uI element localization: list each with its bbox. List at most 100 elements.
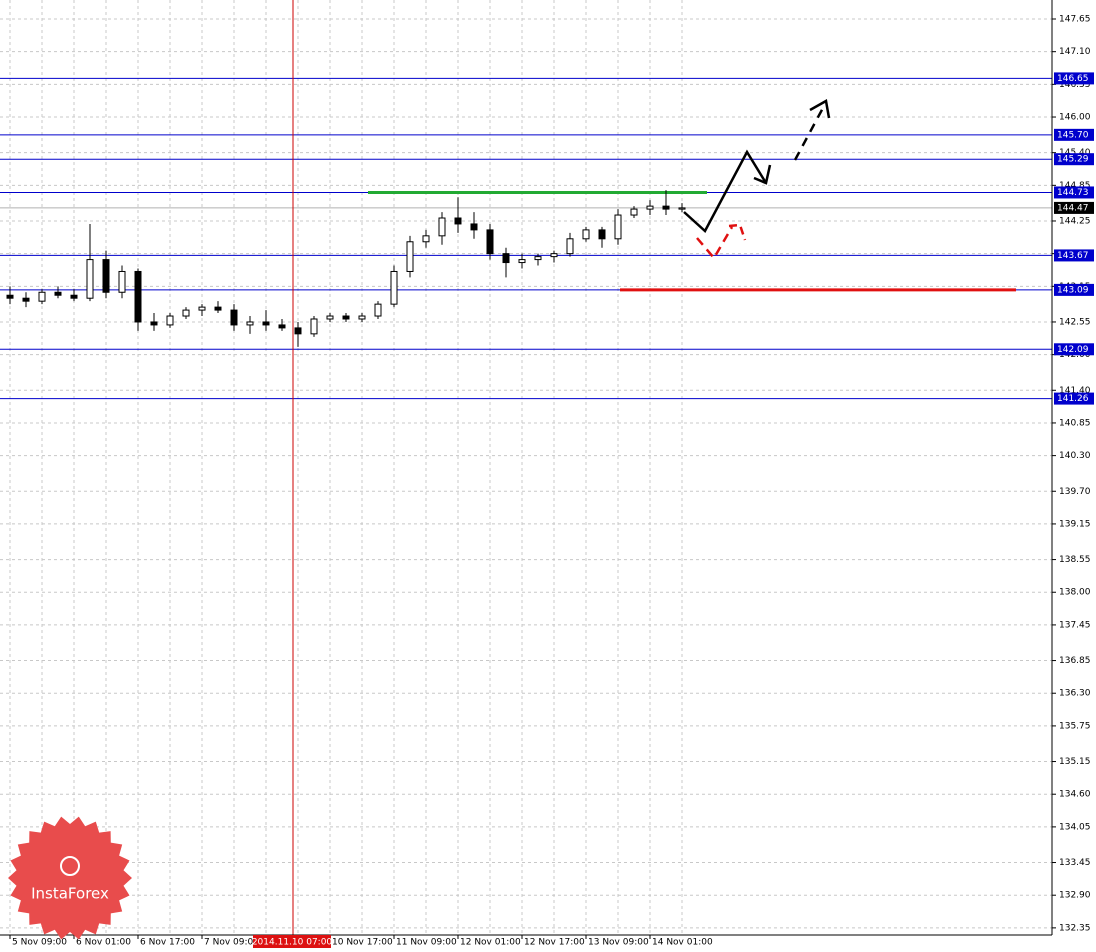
y-tick-label: 145.40 bbox=[1059, 148, 1091, 158]
level-box bbox=[1054, 186, 1094, 199]
y-tick-label: 142.55 bbox=[1059, 317, 1091, 327]
forecast-arrow-dashed bbox=[793, 105, 826, 161]
y-tick-label: 139.15 bbox=[1059, 519, 1091, 529]
x-tick-label: 11 Nov 09:00 bbox=[396, 938, 457, 948]
candle-body bbox=[422, 235, 430, 243]
level-label: 141.26 bbox=[1057, 394, 1089, 404]
y-tick-label: 146.00 bbox=[1059, 113, 1091, 123]
alt-forecast-arrow bbox=[696, 226, 734, 261]
candle-body bbox=[230, 309, 238, 326]
candle-body bbox=[374, 303, 382, 317]
y-tick-label: 133.45 bbox=[1059, 858, 1091, 868]
candle-body bbox=[534, 256, 542, 261]
candle-body bbox=[390, 270, 398, 305]
x-tick-label: 6 Nov 17:00 bbox=[140, 938, 195, 948]
candle-body bbox=[470, 223, 478, 231]
candle-body bbox=[550, 253, 558, 258]
candle-body bbox=[54, 291, 62, 296]
y-tick-label: 135.75 bbox=[1059, 721, 1091, 731]
candle-body bbox=[342, 315, 350, 320]
candle-body bbox=[134, 270, 142, 323]
y-tick-label: 138.00 bbox=[1059, 588, 1091, 598]
logo-icon bbox=[60, 856, 80, 876]
candle-body bbox=[582, 229, 590, 240]
candle-body bbox=[102, 259, 110, 293]
candle-body bbox=[406, 241, 414, 272]
candle-body bbox=[246, 321, 254, 326]
level-box bbox=[1054, 153, 1094, 166]
candle-body bbox=[310, 318, 318, 335]
candle-body bbox=[198, 306, 206, 311]
candle-body bbox=[294, 327, 302, 335]
candle-body bbox=[518, 259, 526, 264]
candle-body bbox=[454, 217, 462, 225]
y-tick-label: 136.85 bbox=[1059, 656, 1091, 666]
candle-body bbox=[118, 270, 126, 293]
y-tick-label: 132.90 bbox=[1059, 891, 1091, 901]
candle-body bbox=[166, 315, 174, 326]
y-tick-label: 139.70 bbox=[1059, 487, 1091, 497]
candle-body bbox=[150, 321, 158, 326]
candle-body bbox=[438, 217, 446, 237]
y-tick-label: 132.35 bbox=[1059, 923, 1091, 933]
y-tick-label: 136.30 bbox=[1059, 689, 1091, 699]
level-label: 146.65 bbox=[1057, 74, 1089, 84]
crosshair-label: 2014.11.10 07:00 bbox=[252, 938, 333, 948]
candle-body bbox=[630, 208, 638, 216]
axis-layer: 147.65147.10146.55146.00145.40144.85144.… bbox=[9, 15, 1094, 948]
candle-body bbox=[486, 229, 494, 255]
candle-body bbox=[182, 309, 190, 317]
y-tick-label: 141.40 bbox=[1059, 386, 1091, 396]
y-tick-label: 138.55 bbox=[1059, 555, 1091, 565]
marks-layer bbox=[0, 77, 1052, 400]
candle-body bbox=[662, 205, 670, 210]
candle-body bbox=[86, 259, 94, 299]
level-label: 144.73 bbox=[1057, 188, 1089, 198]
logo-badge bbox=[8, 816, 132, 940]
y-tick-label: 144.85 bbox=[1059, 181, 1091, 191]
y-tick-label: 144.25 bbox=[1059, 216, 1091, 226]
candle-body bbox=[358, 315, 366, 320]
candle-body bbox=[6, 294, 14, 299]
x-tick-label: 7 Nov 09:00 bbox=[204, 938, 259, 948]
candle-body bbox=[646, 205, 654, 210]
forecast-arrow bbox=[683, 149, 768, 234]
x-tick-label: 5 Nov 09:00 bbox=[12, 938, 67, 948]
x-tick-label: 12 Nov 17:00 bbox=[524, 938, 585, 948]
x-tick-label: 14 Nov 01:00 bbox=[652, 938, 713, 948]
last-price-box bbox=[1054, 201, 1094, 214]
level-label: 142.09 bbox=[1057, 345, 1089, 355]
candle-body bbox=[598, 229, 606, 240]
candle-body bbox=[566, 238, 574, 255]
candle-body bbox=[614, 214, 622, 240]
arrow-head bbox=[753, 164, 772, 185]
level-box bbox=[1054, 72, 1094, 85]
y-tick-label: 147.10 bbox=[1059, 47, 1091, 57]
x-tick-label: 12 Nov 01:00 bbox=[460, 938, 521, 948]
arrow-head bbox=[728, 223, 747, 241]
level-box bbox=[1054, 128, 1094, 141]
candle-body bbox=[678, 207, 686, 210]
level-label: 145.70 bbox=[1057, 130, 1089, 140]
watermark-text: InstaForex bbox=[31, 885, 109, 903]
y-tick-label: 147.65 bbox=[1059, 15, 1091, 25]
x-tick-label: 10 Nov 17:00 bbox=[332, 938, 393, 948]
last-price-label: 144.47 bbox=[1057, 203, 1089, 213]
level-box bbox=[1054, 249, 1094, 262]
candle-body bbox=[278, 324, 286, 329]
y-tick-label: 140.85 bbox=[1059, 418, 1091, 428]
candle-body bbox=[22, 297, 30, 302]
grid-layer bbox=[0, 0, 1052, 935]
level-box bbox=[1054, 343, 1094, 356]
candle-body bbox=[502, 253, 510, 264]
crosshair-box bbox=[253, 935, 331, 948]
level-label: 143.09 bbox=[1057, 285, 1089, 295]
y-tick-label: 134.60 bbox=[1059, 790, 1091, 800]
x-tick-label: 13 Nov 09:00 bbox=[588, 938, 649, 948]
candle-body bbox=[70, 294, 78, 299]
level-box bbox=[1054, 392, 1094, 405]
candle-body bbox=[262, 321, 270, 326]
level-label: 143.67 bbox=[1057, 251, 1089, 261]
candle-body bbox=[326, 315, 334, 320]
